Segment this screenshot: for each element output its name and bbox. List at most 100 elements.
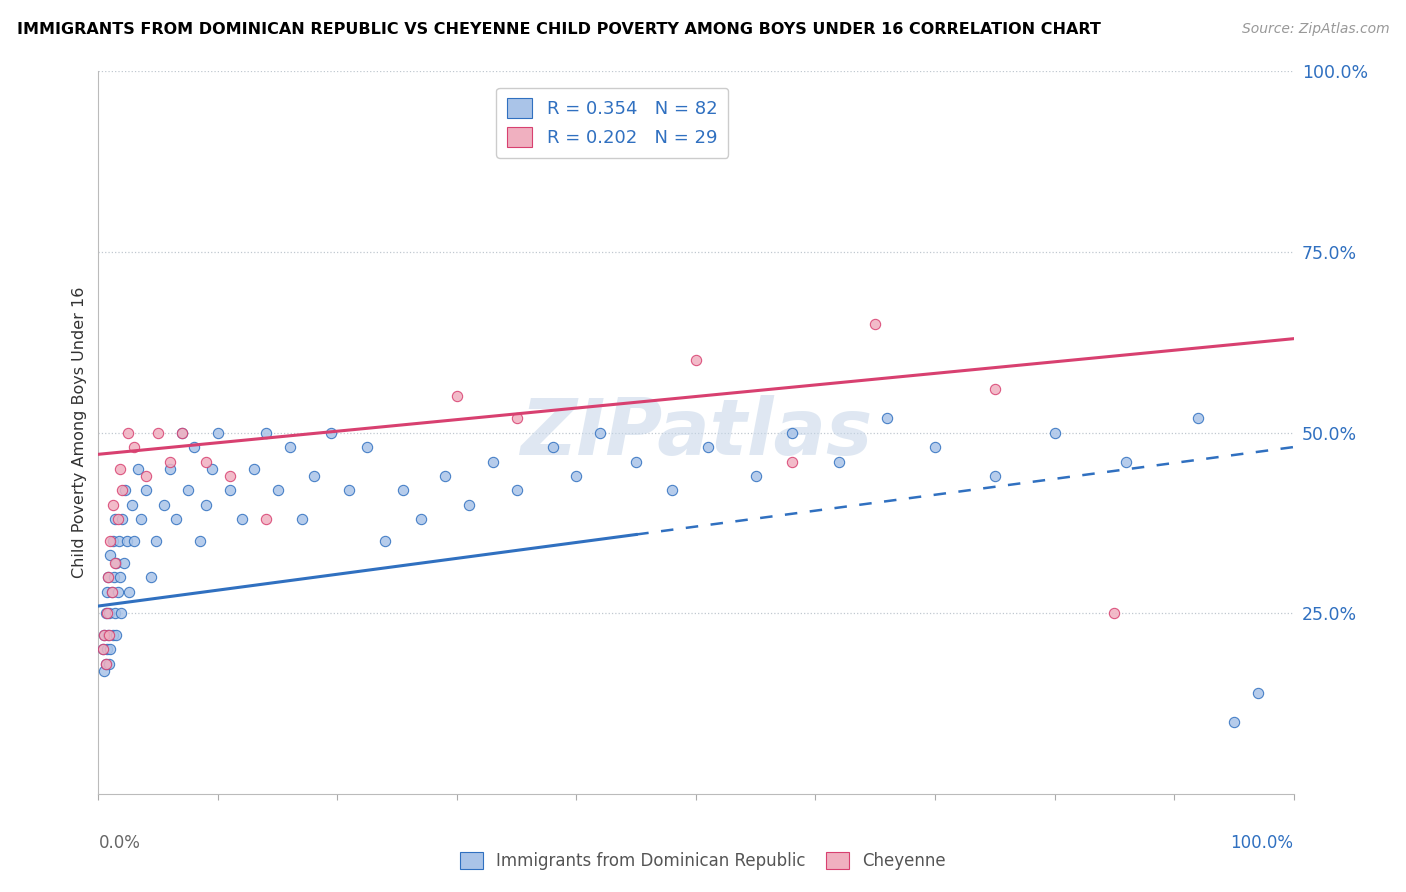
Point [124,440,146,454]
Point [828,454,851,468]
Point [1043,425,1066,440]
Point [98,657,121,671]
Point [865,318,887,332]
Point [254,425,277,440]
Y-axis label: Child Poverty Among Boys Under 16: Child Poverty Among Boys Under 16 [72,287,87,578]
Point [110,607,132,621]
Point [135,483,157,498]
Point [107,512,129,526]
Point [108,570,131,584]
Point [1187,411,1209,425]
Point [114,483,136,498]
Point [195,498,218,512]
Point [105,556,128,570]
Point [565,469,588,483]
Point [107,584,129,599]
Point [103,570,125,584]
Point [97,628,120,642]
Point [148,425,170,440]
Point [108,462,131,476]
Point [506,483,529,498]
Point [165,512,187,526]
Point [231,512,253,526]
Point [118,584,141,599]
Text: ZIPatlas: ZIPatlas [520,394,872,471]
Point [98,549,122,563]
Point [107,533,129,548]
Point [984,469,1007,483]
Point [481,454,505,468]
Point [626,454,648,468]
Point [321,425,343,440]
Point [101,628,124,642]
Point [374,533,396,548]
Point [697,440,720,454]
Point [115,533,138,548]
Point [104,607,127,621]
Point [1104,607,1126,621]
Point [219,469,242,483]
Point [96,642,118,657]
Point [541,440,564,454]
Point [780,425,803,440]
Point [291,512,314,526]
Legend: R = 0.354   N = 82, R = 0.202   N = 29: R = 0.354 N = 82, R = 0.202 N = 29 [496,87,728,158]
Point [97,570,120,584]
Point [127,462,149,476]
Point [101,533,124,548]
Point [159,454,181,468]
Point [458,498,481,512]
Text: Source: ZipAtlas.com: Source: ZipAtlas.com [1241,22,1389,37]
Point [94,657,117,671]
Point [94,657,117,671]
Point [339,483,361,498]
Point [356,440,378,454]
Point [112,556,135,570]
Point [98,642,122,657]
Point [177,483,200,498]
Point [172,425,194,440]
Point [96,607,118,621]
Point [98,607,121,621]
Text: 0.0%: 0.0% [98,834,141,852]
Point [117,425,139,440]
Point [392,483,415,498]
Point [411,512,433,526]
Point [1247,686,1270,700]
Point [1115,454,1137,468]
Point [780,454,803,468]
Point [984,382,1007,396]
Point [159,462,181,476]
Point [101,498,124,512]
Point [661,483,683,498]
Point [254,512,277,526]
Point [153,498,176,512]
Point [98,533,122,548]
Point [91,642,114,657]
Point [183,440,205,454]
Point [93,628,115,642]
Point [188,533,211,548]
Point [93,664,115,678]
Point [91,642,114,657]
Point [302,469,325,483]
Point [139,570,162,584]
Point [105,628,128,642]
Point [131,512,153,526]
Point [434,469,457,483]
Point [172,425,194,440]
Point [267,483,290,498]
Legend: Immigrants from Dominican Republic, Cheyenne: Immigrants from Dominican Republic, Chey… [453,845,953,877]
Point [145,533,167,548]
Point [201,462,224,476]
Text: 100.0%: 100.0% [1230,834,1294,852]
Point [685,353,707,368]
Point [104,512,127,526]
Point [100,584,122,599]
Point [135,469,157,483]
Point [121,498,143,512]
Point [745,469,768,483]
Point [924,440,946,454]
Point [100,584,122,599]
Point [446,389,468,403]
